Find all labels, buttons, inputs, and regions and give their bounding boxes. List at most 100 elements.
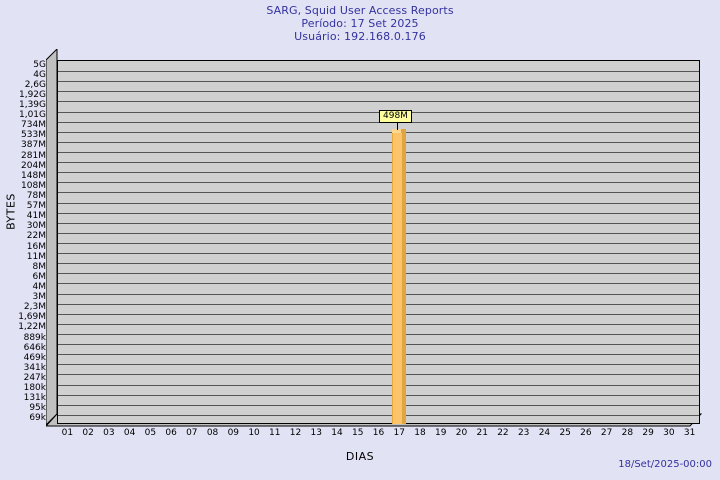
y-tick-label: 16M: [26, 241, 46, 252]
y-tick-label: 204M: [21, 160, 46, 171]
y-tick-label: 3M: [32, 292, 47, 303]
x-tick-label: 25: [559, 428, 571, 438]
y-tick-label: 734M: [21, 120, 46, 131]
y-tick-label: 281M: [21, 150, 46, 161]
page-title: SARG, Squid User Access Reports: [266, 4, 454, 17]
gridline: [58, 192, 699, 193]
gridline: [58, 101, 699, 102]
x-tick-label: 08: [206, 428, 219, 438]
y-tick-label: 180k: [23, 383, 46, 394]
y-tick-label: 6M: [32, 271, 47, 282]
y-tick-label: 41M: [26, 211, 46, 222]
y-tick-label: 247k: [23, 373, 46, 383]
y-tick-label: 2,6G: [24, 79, 46, 90]
x-tick-label: 13: [310, 428, 322, 438]
x-tick-label: 17: [393, 428, 405, 438]
gridline: [58, 162, 699, 163]
gridline: [58, 233, 699, 234]
y-tick-label: 69k: [29, 413, 46, 424]
y-tick-label: 469k: [23, 352, 46, 363]
gridline: [58, 324, 699, 325]
gridline: [58, 142, 699, 143]
x-tick-label: 18: [414, 428, 426, 438]
y-tick-label: 108M: [21, 180, 46, 191]
y-tick-label: 341k: [23, 362, 46, 373]
y-tick-label: 4M: [32, 282, 47, 292]
y-axis-ticks: 5G 4G 2,6G 1,92G 1,39G 1,01G 734M 533M 387M 281M 2…: [0, 0, 46, 480]
report-title-block: SARG, Squid User Access Reports Período:…: [0, 4, 720, 43]
x-tick-label: 07: [186, 428, 198, 438]
gridline: [58, 253, 699, 254]
x-tick-label: 30: [663, 428, 675, 438]
gridline: [58, 122, 699, 123]
x-tick-label: 15: [352, 428, 364, 438]
y-tick-label: 1,92G: [18, 89, 46, 100]
gridline: [58, 364, 699, 365]
x-tick-label: 14: [331, 428, 343, 438]
gridline: [58, 243, 699, 244]
x-tick-label: 16: [372, 428, 385, 438]
y-tick-label: 78M: [26, 191, 46, 201]
gridline: [58, 395, 699, 396]
gridline: [58, 273, 699, 274]
y-tick-label: 30M: [26, 221, 46, 232]
plot-area: [57, 60, 700, 424]
y-tick-label: 1,69M: [18, 312, 46, 323]
report-user: Usuário: 192.168.0.176: [294, 30, 426, 43]
y-tick-label: 646k: [23, 342, 46, 353]
gridline: [58, 223, 699, 224]
gridline: [58, 283, 699, 284]
x-tick-label: 22: [497, 428, 509, 438]
gridline: [58, 112, 699, 113]
gridline: [58, 172, 699, 173]
gridline: [58, 152, 699, 153]
gridline: [58, 374, 699, 375]
gridline: [58, 132, 699, 133]
y-tick-label: 57M: [26, 201, 46, 212]
gridline: [58, 294, 699, 295]
y-tick-label: 8M: [32, 261, 47, 272]
y-tick-label: 11M: [26, 251, 46, 262]
x-tick-label: 24: [538, 428, 551, 438]
x-tick-label: 05: [144, 428, 157, 438]
bar-front-face[interactable]: [392, 132, 403, 424]
x-tick-label: 10: [248, 428, 260, 438]
report-period: Período: 17 Set 2025: [301, 17, 419, 30]
gridline: [58, 344, 699, 345]
x-tick-label: 04: [123, 428, 136, 438]
gridline: [58, 334, 699, 335]
gridline: [58, 304, 699, 305]
y-tick-label: 131k: [23, 393, 46, 404]
gridline: [58, 71, 699, 72]
x-tick-label: 27: [600, 428, 613, 438]
y-axis-title: BYTES: [4, 193, 18, 230]
x-tick-label: 26: [580, 428, 592, 438]
gridline: [58, 182, 699, 183]
bar-side-face: [401, 128, 407, 424]
x-tick-label: 02: [82, 428, 94, 438]
y-tick-label: 2,3M: [23, 302, 46, 313]
x-tick-label: 03: [103, 428, 115, 438]
y-tick-label: 95k: [29, 403, 46, 414]
y-tick-label: 1,39G: [18, 100, 46, 110]
x-tick-label: 21: [476, 428, 488, 438]
x-tick-label: 01: [61, 428, 74, 438]
y-tick-label: 5G: [33, 59, 46, 70]
x-tick-label: 19: [434, 428, 447, 438]
x-tick-label: 29: [642, 428, 654, 438]
gridline: [58, 81, 699, 82]
gridline: [58, 354, 699, 355]
gridline: [58, 415, 699, 416]
gridline: [58, 314, 699, 315]
y-tick-label: 148M: [21, 170, 46, 181]
x-tick-label: 12: [289, 428, 302, 438]
gridline: [58, 91, 699, 92]
bar-value-callout: 498M: [379, 109, 412, 123]
generated-timestamp: 18/Set/2025-00:00: [618, 459, 712, 470]
x-tick-label: 11: [269, 428, 281, 438]
x-tick-label: 09: [227, 428, 240, 438]
gridline: [58, 385, 699, 386]
callout-stem: [397, 122, 398, 130]
